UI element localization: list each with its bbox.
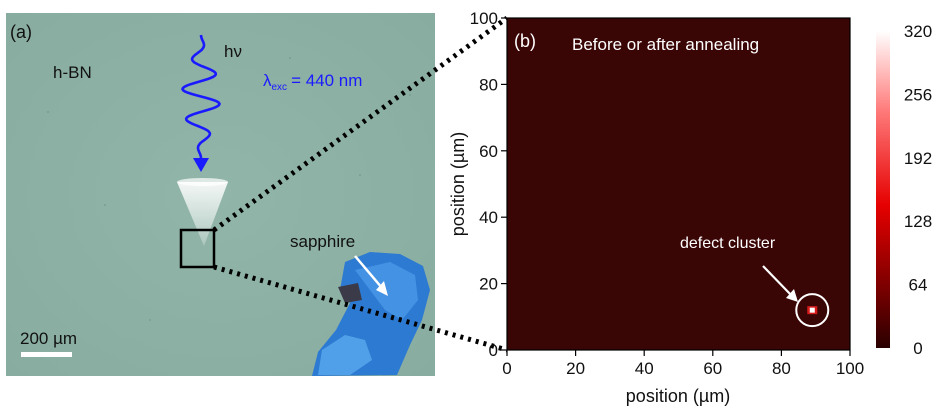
- panel-a: (a) h-BN hν λexc = 440 nm sapphire 200 µm: [6, 13, 435, 376]
- map-title: Before or after annealing: [572, 35, 759, 54]
- x-axis: 0 20 40 60 80 100: [502, 350, 864, 378]
- y-axis-title: position (µm): [448, 132, 468, 236]
- panel-a-label: (a): [10, 22, 32, 42]
- sapphire-arrowhead: [376, 281, 388, 296]
- scale-bar: [21, 352, 72, 357]
- sample-region-box: [179, 228, 216, 269]
- scale-bar-label: 200 µm: [20, 329, 77, 348]
- excitation-arrowhead: [193, 158, 209, 172]
- colorbar-tick-label: 64: [909, 276, 928, 295]
- photon-label: hν: [224, 42, 242, 61]
- x-tick-label: 40: [635, 359, 654, 378]
- material-label: h-BN: [53, 63, 92, 82]
- beam-cone-top: [177, 178, 228, 186]
- y-tick-label: 80: [479, 75, 498, 94]
- sapphire-arrow: [354, 255, 383, 289]
- y-tick-label: 100: [470, 9, 498, 28]
- colorbar-tick-label: 192: [904, 149, 932, 168]
- hotspot-core: [809, 307, 815, 313]
- x-tick-label: 80: [772, 359, 791, 378]
- colorbar-tick-label: 256: [904, 85, 932, 104]
- panel-b-label: (b): [514, 31, 536, 51]
- sapphire-label: sapphire: [290, 232, 355, 251]
- colorbar-tick-label: 320: [904, 22, 932, 41]
- y-axis: 0 20 40 60 80 100: [470, 9, 507, 360]
- surface-specks: [47, 57, 411, 321]
- lambda-subscript: exc: [272, 82, 288, 93]
- y-tick-label: 20: [479, 275, 498, 294]
- heatmap-hotspots: [807, 306, 818, 315]
- lambda-symbol: λ: [263, 71, 272, 90]
- x-tick-label: 0: [502, 359, 511, 378]
- beam-cone: [177, 182, 228, 246]
- y-tick-label: 0: [489, 341, 498, 360]
- x-tick-label: 20: [566, 359, 585, 378]
- x-axis-title: position (µm): [626, 386, 730, 406]
- colorbar-tick-label: 128: [904, 212, 932, 231]
- panel-b: 0 20 40 60 80 100 0 20 40 60 80 100 (b) Before or …: [448, 9, 864, 406]
- defect-cluster-arrow: [762, 265, 793, 297]
- zoom-line-bottom: [213, 264, 508, 353]
- colorbar-ticks: 0 64 128 192 256 320: [904, 22, 932, 358]
- colorbar: 0 64 128 192 256 320: [876, 22, 932, 358]
- defect-cluster-circle: [795, 293, 830, 328]
- excitation-value: = 440 nm: [291, 71, 362, 90]
- colorbar-tick-label: 0: [913, 339, 922, 358]
- defect-cluster-arrowhead: [786, 289, 798, 302]
- x-tick-label: 60: [703, 359, 722, 378]
- colorbar-gradient: [876, 31, 890, 348]
- plot-frame: [506, 17, 851, 351]
- y-tick-label: 40: [479, 208, 498, 227]
- y-tick-label: 60: [479, 142, 498, 161]
- defect-cluster-label: defect cluster: [680, 235, 776, 252]
- excitation-label: λexc = 440 nm: [263, 71, 362, 93]
- excitation-wave: [181, 34, 221, 159]
- x-tick-label: 100: [836, 359, 864, 378]
